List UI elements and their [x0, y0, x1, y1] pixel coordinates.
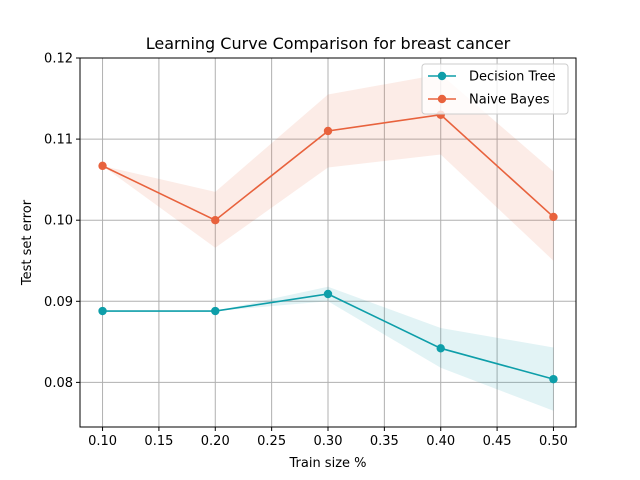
legend-box: [421, 63, 569, 115]
data-point: [211, 215, 220, 225]
confidence-bands: [102, 74, 554, 411]
x-tick-label: 0.45: [483, 434, 512, 449]
x-tick-label: 0.35: [370, 434, 399, 449]
data-point: [549, 212, 558, 222]
y-tick-label: 0.12: [44, 52, 73, 67]
data-point: [549, 374, 558, 384]
x-tick-label: 0.40: [426, 434, 455, 449]
series-points: [98, 110, 558, 384]
y-tick-label: 0.11: [44, 133, 73, 148]
x-axis-ticks: 0.10 0.15 0.20 0.25 0.30 0.35 0.40 0.45 0.50: [88, 427, 568, 449]
data-point: [323, 126, 333, 136]
y-tick-label: 0.10: [44, 214, 73, 229]
data-point: [436, 344, 445, 353]
data-point: [211, 306, 220, 316]
y-axis-label: Test set error: [20, 199, 35, 286]
data-point: [323, 289, 333, 299]
legend: Decision Tree Naive Bayes: [421, 63, 569, 115]
legend-entries: Decision Tree Naive Bayes: [428, 70, 556, 108]
x-tick-label: 0.15: [144, 434, 173, 449]
data-point: [98, 306, 107, 316]
legend-marker: [437, 71, 447, 81]
y-tick-label: 0.09: [44, 295, 73, 310]
x-tick-label: 0.20: [201, 434, 230, 449]
legend-label: Naive Bayes: [469, 93, 550, 108]
data-point: [98, 161, 107, 171]
x-tick-label: 0.30: [314, 434, 343, 449]
confidence-band: [102, 74, 554, 261]
legend-marker: [437, 94, 447, 104]
y-tick-label: 0.08: [44, 376, 73, 391]
x-tick-label: 0.50: [539, 434, 568, 449]
x-tick-label: 0.25: [257, 434, 286, 449]
confidence-band: [102, 286, 554, 411]
legend-label: Decision Tree: [469, 70, 556, 85]
x-axis-label: Train size %: [288, 456, 366, 471]
y-axis-ticks: 0.08 0.09 0.10 0.11 0.12: [44, 52, 80, 391]
chart-title: Learning Curve Comparison for breast can…: [146, 34, 511, 53]
x-tick-label: 0.10: [88, 434, 117, 449]
